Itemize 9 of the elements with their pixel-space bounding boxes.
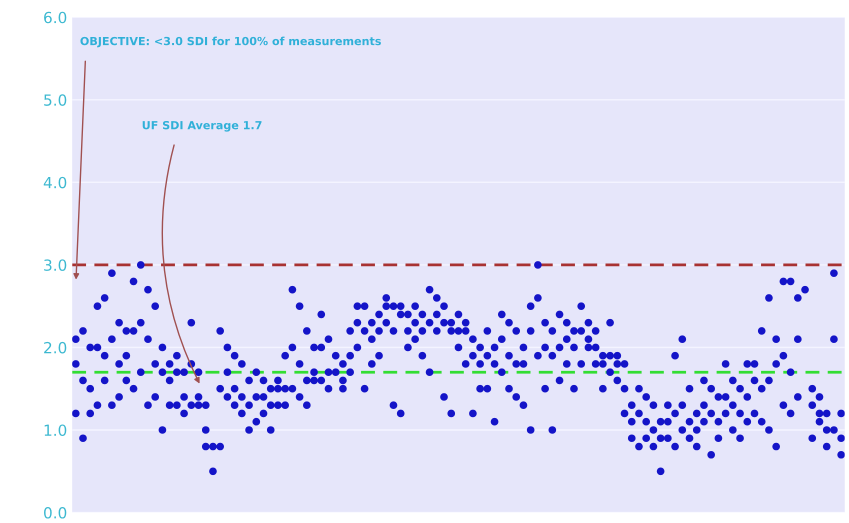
y-tick-label: 4.0 [44,176,66,188]
y-tick-label: 1.0 [44,424,66,436]
annotation: OBJECTIVE: <3.0 SDI for 100% of measurements [80,36,381,48]
y-tick-label: 6.0 [44,12,66,24]
y-tick-label: 3.0 [44,259,66,271]
y-tick-label: 0.0 [44,507,66,519]
y-tick-label: 5.0 [44,94,66,106]
annotation: UF SDI Average 1.7 [142,120,262,132]
y-tick-label: 2.0 [44,342,66,354]
